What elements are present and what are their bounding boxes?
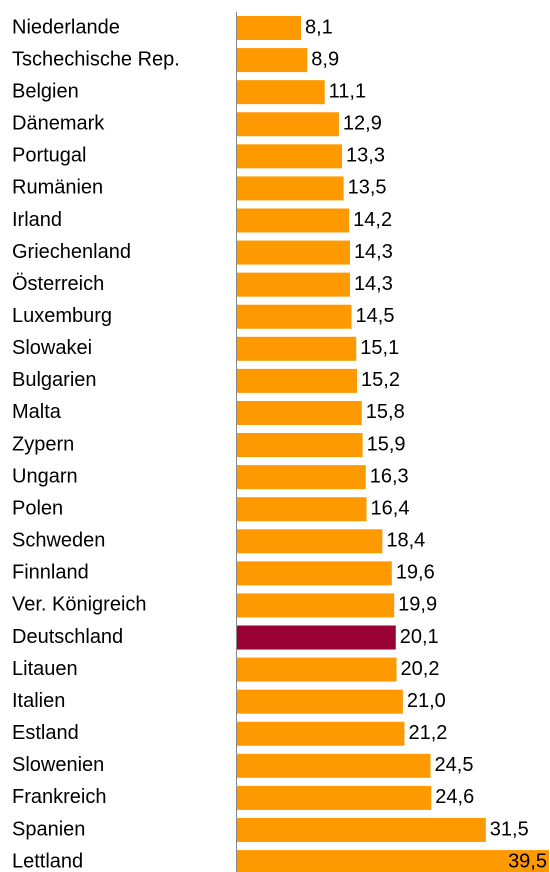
category-label: Malta (12, 401, 62, 423)
value-label: 13,3 (346, 145, 385, 167)
bar (237, 818, 486, 842)
category-label: Portugal (12, 145, 87, 167)
value-label: 39,5 (508, 850, 547, 872)
category-label: Polen (12, 497, 63, 519)
category-label: Bulgarien (12, 369, 97, 391)
category-label: Italien (12, 690, 65, 712)
category-label: Ver. Königreich (12, 594, 147, 616)
bar (237, 433, 363, 458)
category-label: Tschechische Rep. (12, 48, 180, 70)
bar (237, 400, 362, 425)
bar (237, 561, 392, 586)
value-label: 12,9 (343, 113, 382, 135)
value-label: 8,1 (305, 16, 333, 38)
category-label: Irland (12, 209, 62, 231)
bar (237, 240, 350, 265)
value-label: 19,9 (398, 594, 437, 616)
value-label: 16,3 (370, 465, 409, 487)
value-label: 21,0 (407, 690, 446, 712)
value-label: 11,1 (329, 80, 366, 102)
category-label: Luxemburg (12, 305, 112, 327)
value-label: 15,2 (361, 369, 400, 391)
bar (237, 304, 352, 329)
bar (237, 112, 339, 137)
category-label: Niederlande (12, 16, 120, 38)
bar (237, 625, 396, 650)
bar (237, 529, 383, 554)
category-label: Frankreich (12, 786, 106, 808)
bar (237, 208, 350, 233)
value-label: 14,2 (353, 209, 392, 231)
value-label: 15,1 (360, 337, 399, 359)
bar (237, 753, 431, 778)
bar (237, 850, 549, 872)
bar (237, 657, 397, 682)
bar (237, 721, 405, 746)
bar (237, 144, 343, 169)
value-label: 15,9 (367, 433, 406, 455)
bar (237, 689, 403, 714)
category-label: Spanien (12, 818, 85, 840)
category-label: Finnland (12, 562, 89, 584)
value-label: 20,2 (401, 658, 440, 680)
value-label: 24,5 (435, 754, 474, 776)
category-label: Dänemark (12, 113, 105, 135)
value-label: 20,1 (400, 626, 439, 648)
value-label: 24,6 (435, 786, 474, 808)
value-label: 16,4 (371, 497, 410, 519)
bar (237, 465, 366, 490)
category-label: Belgien (12, 80, 79, 102)
value-label: 14,5 (356, 305, 395, 327)
bar (237, 80, 325, 105)
value-label: 13,5 (348, 177, 387, 199)
bar (237, 368, 358, 393)
category-label: Rumänien (12, 177, 103, 199)
bar (237, 272, 350, 297)
value-label: 18,4 (386, 530, 425, 552)
category-label: Estland (12, 722, 79, 744)
value-label: 19,6 (396, 562, 435, 584)
bar (237, 16, 301, 40)
value-label: 14,3 (354, 273, 393, 295)
category-label: Slowenien (12, 754, 104, 776)
value-label: 21,2 (408, 722, 447, 744)
category-label: Schweden (12, 530, 105, 552)
category-label: Griechenland (12, 241, 131, 263)
value-label: 31,5 (490, 818, 529, 840)
bar (237, 497, 367, 522)
category-label: Litauen (12, 658, 78, 680)
value-label: 15,8 (366, 401, 405, 423)
value-label: 14,3 (354, 241, 393, 263)
category-label: Österreich (12, 273, 104, 295)
value-label: 8,9 (311, 48, 339, 70)
bar (237, 48, 308, 73)
bar (237, 593, 395, 618)
category-label: Ungarn (12, 465, 78, 487)
category-label: Lettland (12, 850, 83, 872)
bar (237, 336, 357, 361)
bar (237, 785, 432, 810)
bar (237, 176, 344, 201)
category-label: Zypern (12, 433, 74, 455)
category-label: Deutschland (12, 626, 123, 648)
category-label: Slowakei (12, 337, 92, 359)
